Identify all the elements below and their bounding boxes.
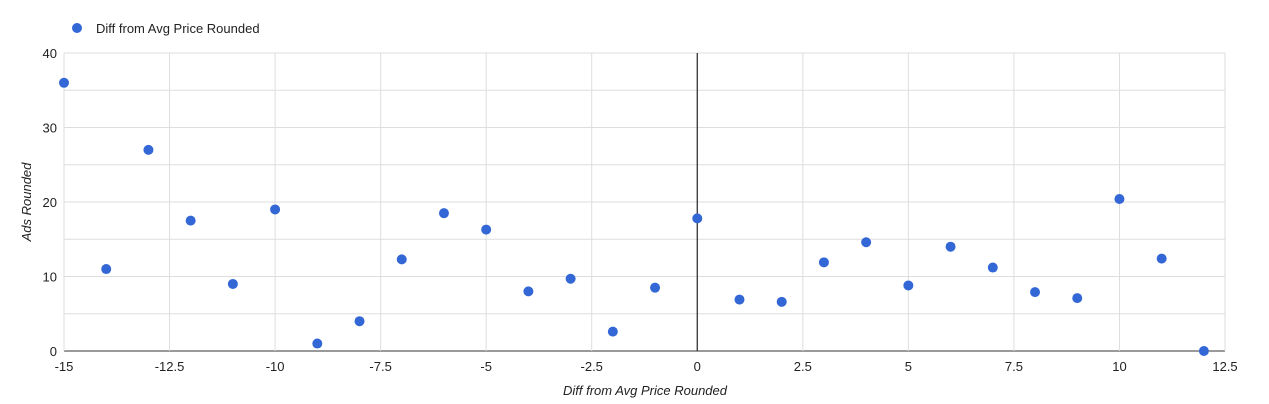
data-point bbox=[523, 286, 534, 297]
legend[interactable]: Diff from Avg Price Rounded bbox=[72, 21, 260, 36]
y-axis-ticks: 0 10 20 30 40 bbox=[43, 46, 57, 359]
x-tick-label: 7.5 bbox=[1005, 359, 1023, 374]
x-tick-label: 0 bbox=[694, 359, 701, 374]
data-point bbox=[734, 294, 745, 305]
data-points bbox=[59, 77, 1209, 356]
y-tick-label: 40 bbox=[43, 46, 57, 61]
legend-label: Diff from Avg Price Rounded bbox=[96, 21, 260, 36]
data-point bbox=[101, 264, 112, 275]
data-point bbox=[776, 296, 787, 307]
data-point bbox=[1198, 346, 1209, 356]
data-point bbox=[692, 213, 703, 224]
data-point bbox=[312, 338, 323, 349]
x-tick-label: -7.5 bbox=[369, 359, 391, 374]
data-point bbox=[903, 280, 914, 291]
x-tick-label: 2.5 bbox=[794, 359, 812, 374]
data-point bbox=[987, 262, 998, 273]
data-point bbox=[270, 204, 281, 215]
data-point bbox=[1030, 287, 1041, 298]
x-tick-label: -5 bbox=[480, 359, 492, 374]
x-axis-ticks: -15 -12.5 -10 -7.5 -5 -2.5 0 2.5 5 7.5 10 12.5 bbox=[55, 359, 1238, 374]
y-tick-label: 0 bbox=[50, 344, 57, 359]
data-point bbox=[185, 215, 196, 226]
data-point bbox=[438, 208, 449, 219]
data-point bbox=[59, 77, 69, 88]
x-tick-label: -15 bbox=[55, 359, 74, 374]
y-axis-title: Ads Rounded bbox=[19, 162, 34, 243]
data-point bbox=[565, 273, 576, 284]
x-tick-label: 12.5 bbox=[1212, 359, 1237, 374]
x-axis-title: Diff from Avg Price Rounded bbox=[563, 383, 728, 398]
data-point bbox=[650, 282, 661, 293]
data-point bbox=[1114, 194, 1125, 205]
data-point bbox=[861, 237, 872, 248]
data-point bbox=[227, 278, 238, 289]
data-point bbox=[1072, 293, 1083, 304]
x-tick-label: -10 bbox=[266, 359, 285, 374]
data-point bbox=[607, 326, 618, 337]
x-tick-label: 10 bbox=[1112, 359, 1126, 374]
x-tick-label: -12.5 bbox=[155, 359, 185, 374]
legend-marker bbox=[72, 23, 82, 33]
x-tick-label: 5 bbox=[905, 359, 912, 374]
grid bbox=[63, 52, 1226, 352]
y-tick-label: 10 bbox=[43, 270, 57, 285]
y-tick-label: 20 bbox=[43, 195, 57, 210]
x-tick-label: -2.5 bbox=[581, 359, 603, 374]
data-point bbox=[818, 257, 829, 268]
data-point bbox=[1156, 253, 1167, 264]
data-point bbox=[396, 254, 407, 265]
data-point bbox=[481, 224, 492, 235]
y-tick-label: 30 bbox=[43, 121, 57, 136]
data-point bbox=[143, 144, 154, 155]
data-point bbox=[945, 241, 956, 252]
data-point bbox=[354, 316, 365, 327]
